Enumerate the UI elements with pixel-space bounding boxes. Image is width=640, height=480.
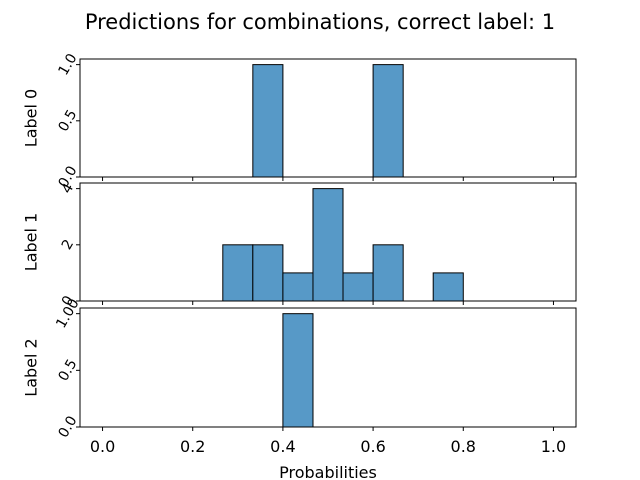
bar-subplot-1-bin-11: [432, 272, 464, 302]
chart-title: Predictions for combinations, correct la…: [85, 10, 555, 34]
bar-subplot-1-bin-5: [252, 244, 284, 302]
x-tick-label-4: 0.8: [451, 437, 476, 456]
bar-subplot-1-bin-7: [312, 188, 344, 302]
subplot-frame-2: [79, 307, 577, 428]
bar-subplot-0-bin-5: [252, 64, 284, 178]
bar-subplot-1-bin-8: [342, 272, 374, 302]
x-tick-label-2: 0.4: [270, 437, 295, 456]
y-tick-label-0-1: 0.5: [56, 107, 81, 134]
bar-subplot-1-bin-9: [372, 244, 404, 302]
subplot-frame-1: [79, 182, 577, 302]
y-tick-label-0-2: 1.0: [56, 51, 81, 78]
x-axis-label: Probabilities: [279, 463, 377, 480]
y-axis-label-1: Label 1: [22, 213, 41, 271]
x-tick-label-3: 0.6: [360, 437, 385, 456]
y-tick-label-1-1: 2: [59, 237, 77, 253]
x-tick-label-0: 0.0: [90, 437, 115, 456]
y-axis-label-0: Label 0: [22, 89, 41, 147]
x-tick-label-1: 0.2: [180, 437, 205, 456]
bar-subplot-0-bin-9: [372, 64, 404, 178]
subplot-frame-0: [79, 58, 577, 178]
bar-subplot-1-bin-4: [222, 244, 254, 302]
y-tick-label-2-0: 0.0: [56, 413, 81, 440]
bar-subplot-2-bin-6: [282, 313, 314, 428]
y-tick-label-2-1: 0.5: [56, 357, 81, 384]
x-tick-label-5: 1.0: [541, 437, 566, 456]
bar-subplot-1-bin-6: [282, 272, 314, 302]
y-axis-label-2: Label 2: [22, 338, 41, 396]
